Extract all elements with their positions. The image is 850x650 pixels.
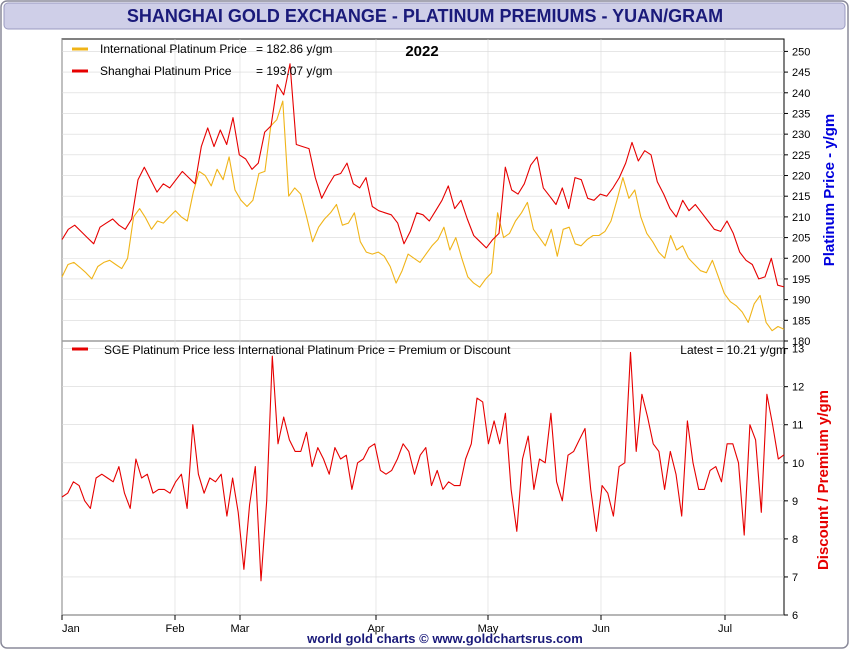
y-tick-label: 12	[792, 382, 804, 394]
bottom-y-axis-title: Discount / Premium y/gm	[815, 390, 832, 570]
y-tick-label: 7	[792, 572, 798, 584]
series-shanghai-line	[61, 63, 785, 288]
y-tick-label: 210	[792, 212, 810, 224]
bottom-plot-area	[61, 340, 785, 616]
series-international-line	[61, 100, 785, 332]
y-tick-label: 8	[792, 534, 798, 546]
x-axis-ticks: Jan Feb Mar Apr May Jun Jul	[61, 615, 732, 635]
y-tick-label: 225	[792, 150, 810, 162]
y-tick-label: 230	[792, 129, 810, 141]
y-tick-label: 185	[792, 315, 810, 327]
x-tick-label: Feb	[166, 623, 185, 635]
top-series-group	[61, 63, 785, 332]
y-tick-label: 13	[792, 344, 804, 356]
y-tick-label: 215	[792, 191, 810, 203]
y-tick-label: 200	[792, 253, 810, 265]
top-plot-area	[61, 38, 785, 342]
title-bar	[3, 2, 846, 30]
x-tick-label: Jun	[592, 623, 610, 635]
y-tick-label: 10	[792, 458, 804, 470]
y-tick-label: 11	[792, 420, 803, 432]
legend-label-premium: SGE Platinum Price less International Pl…	[104, 343, 511, 357]
y-tick-label: 220	[792, 171, 810, 183]
chart-title: SHANGHAI GOLD EXCHANGE - PLATINUM PREMIU…	[127, 6, 723, 26]
legend-label-shanghai: Shanghai Platinum Price	[100, 64, 232, 78]
x-tick-label: May	[478, 623, 499, 635]
y-tick-label: 190	[792, 295, 810, 307]
top-y-axis-title: Platinum Price - y/gm	[821, 114, 838, 267]
y-tick-label: 235	[792, 108, 810, 120]
series-premium-line	[61, 351, 785, 582]
bottom-y-ticks: 6 7 8 9 10 11 12 13	[784, 344, 804, 622]
y-tick-label: 9	[792, 496, 798, 508]
bottom-series-group	[61, 351, 785, 582]
y-tick-label: 6	[792, 610, 798, 622]
x-tick-label: Jul	[718, 623, 732, 635]
top-y-ticks: 180 185 190 195 200 205 210 215 220 225 230 235 240 2…	[784, 46, 810, 348]
x-tick-label: Mar	[231, 623, 250, 635]
year-label: 2022	[405, 43, 438, 60]
latest-value: Latest = 10.21 y/gm	[680, 343, 786, 357]
legend-value-international: = 182.86 y/gm	[256, 42, 332, 56]
footer-credit: world gold charts © www.goldchartsrus.co…	[306, 631, 583, 646]
legend-value-shanghai: = 193.07 y/gm	[256, 64, 332, 78]
y-tick-label: 250	[792, 46, 810, 58]
x-tick-label: Apr	[367, 623, 384, 635]
y-tick-label: 240	[792, 88, 810, 100]
y-tick-label: 195	[792, 274, 810, 286]
x-tick-label: Jan	[62, 623, 80, 635]
y-tick-label: 245	[792, 67, 810, 79]
bottom-gridlines	[61, 341, 784, 616]
top-gridlines	[61, 39, 784, 342]
y-tick-label: 180	[792, 336, 810, 348]
y-tick-label: 205	[792, 233, 810, 245]
legend-label-international: International Platinum Price	[100, 42, 247, 56]
